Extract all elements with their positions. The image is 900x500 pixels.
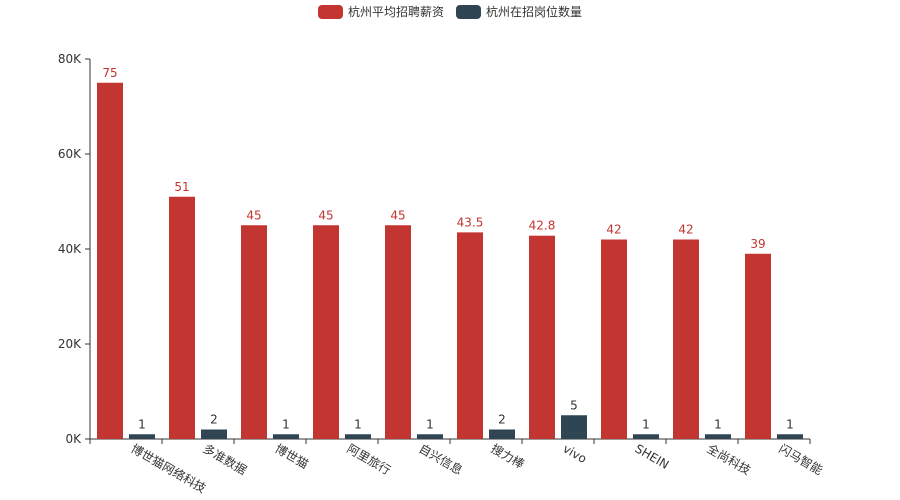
y-tick-label: 60K <box>58 147 82 161</box>
x-tick-label: 搜力棒 <box>489 441 528 472</box>
y-tick-label: 20K <box>58 337 82 351</box>
positions-data-label: 2 <box>210 413 218 427</box>
positions-data-label: 2 <box>498 413 506 427</box>
salary-bar <box>313 225 339 439</box>
salary-bar <box>97 82 123 439</box>
positions-data-label: 1 <box>354 417 362 431</box>
salary-data-label: 45 <box>318 208 333 222</box>
x-tick-label: 博世猫 <box>273 441 312 472</box>
legend-label-positions: 杭州在招岗位数量 <box>486 5 583 19</box>
positions-data-label: 1 <box>642 417 650 431</box>
x-tick-label: 自兴信息 <box>417 441 466 478</box>
salary-data-label: 45 <box>390 208 405 222</box>
positions-data-label: 1 <box>786 417 794 431</box>
salary-data-label: 42 <box>678 223 693 237</box>
salary-bar <box>673 239 699 439</box>
x-tick-label: vivo <box>561 441 590 466</box>
positions-data-label: 5 <box>570 398 578 412</box>
salary-bar <box>169 196 195 439</box>
salary-data-label: 51 <box>174 180 189 194</box>
positions-data-label: 1 <box>426 417 434 431</box>
salary-data-label: 42.8 <box>529 219 556 233</box>
salary-data-label: 42 <box>606 223 621 237</box>
salary-bar <box>385 225 411 439</box>
salary-bar <box>457 232 483 439</box>
positions-bar <box>273 434 299 439</box>
positions-data-label: 1 <box>282 417 290 431</box>
legend-item-positions[interactable]: 杭州在招岗位数量 <box>456 3 582 20</box>
salary-data-label: 39 <box>750 237 765 251</box>
x-tick-label: 闪马智能 <box>777 441 826 478</box>
positions-bar <box>129 434 155 439</box>
positions-data-label: 1 <box>714 417 722 431</box>
x-tick-label: 博世猫网络科技 <box>129 441 209 496</box>
legend-item-salary[interactable]: 杭州平均招聘薪资 <box>317 3 444 20</box>
positions-bar <box>417 434 443 439</box>
salary-bar <box>745 253 771 439</box>
positions-bar <box>345 434 371 439</box>
salary-data-label: 43.5 <box>457 215 484 229</box>
salary-data-label: 75 <box>102 66 117 80</box>
x-tick-label: 全尚科技 <box>705 441 754 478</box>
positions-bar <box>777 434 803 439</box>
x-tick-label: 阿里旅行 <box>345 441 394 477</box>
x-tick-label: 多准数据 <box>201 441 250 478</box>
y-tick-label: 40K <box>58 242 82 256</box>
positions-bar <box>201 429 227 439</box>
salary-bar <box>601 239 627 439</box>
legend: 杭州平均招聘薪资 杭州在招岗位数量 <box>0 3 900 20</box>
salary-data-label: 45 <box>246 208 261 222</box>
legend-label-salary: 杭州平均招聘薪资 <box>347 5 444 19</box>
positions-bar <box>489 429 515 439</box>
x-tick-label: SHEIN <box>633 441 672 471</box>
y-tick-label: 80K <box>58 52 82 66</box>
salary-bar <box>529 235 555 439</box>
y-tick-label: 0K <box>65 432 82 446</box>
positions-bar <box>633 434 659 439</box>
legend-swatch-positions <box>456 4 481 19</box>
positions-bar <box>561 415 587 439</box>
salary-bar <box>241 225 267 439</box>
positions-data-label: 1 <box>138 417 146 431</box>
positions-bar <box>705 434 731 439</box>
legend-swatch-salary <box>317 4 343 19</box>
